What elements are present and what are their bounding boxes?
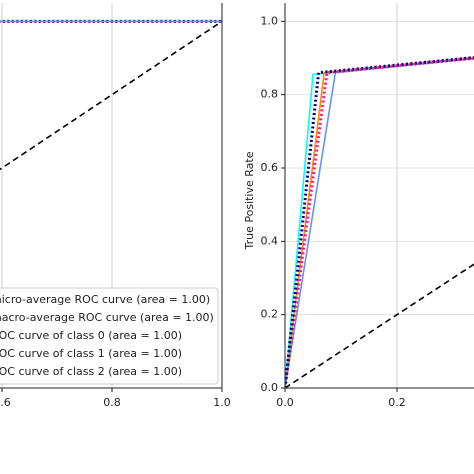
x-tick-label: 0.8: [103, 396, 121, 409]
roc-curve: [285, 57, 474, 388]
legend-label: macro-average ROC curve (area = 1.00): [0, 311, 214, 324]
x-tick-label: 0.6: [0, 396, 11, 409]
y-tick-label: 1.0: [261, 14, 279, 27]
reference-line: [0, 20, 222, 171]
y-tick-label: 0.4: [261, 234, 279, 247]
legend-label: ROC curve of class 2 (area = 1.00): [0, 365, 182, 378]
roc-curve: [285, 57, 474, 388]
x-tick-label: 0.2: [388, 396, 406, 409]
plot-area: [285, 3, 474, 388]
legend-label: ROC curve of class 1 (area = 1.00): [0, 347, 182, 360]
y-tick-label: 0.2: [261, 308, 279, 321]
x-tick-label: 0.0: [276, 396, 294, 409]
legend: micro-average ROC curve (area = 1.00) mac…: [0, 287, 219, 385]
y-tick-label: 0.0: [261, 381, 279, 394]
y-axis-label: True Positive Rate: [243, 151, 256, 250]
legend-label: ROC curve of class 0 (area = 1.00): [0, 329, 182, 342]
roc-curve: [0, 20, 222, 23]
legend-label: micro-average ROC curve (area = 1.00): [0, 293, 210, 306]
roc-curve: [285, 57, 474, 388]
y-tick-label: 0.8: [261, 88, 279, 101]
legend-box: [0, 287, 219, 385]
x-tick-label: 1.0: [213, 396, 231, 409]
y-tick-label: 0.6: [261, 161, 279, 174]
reference-line: [285, 263, 474, 388]
